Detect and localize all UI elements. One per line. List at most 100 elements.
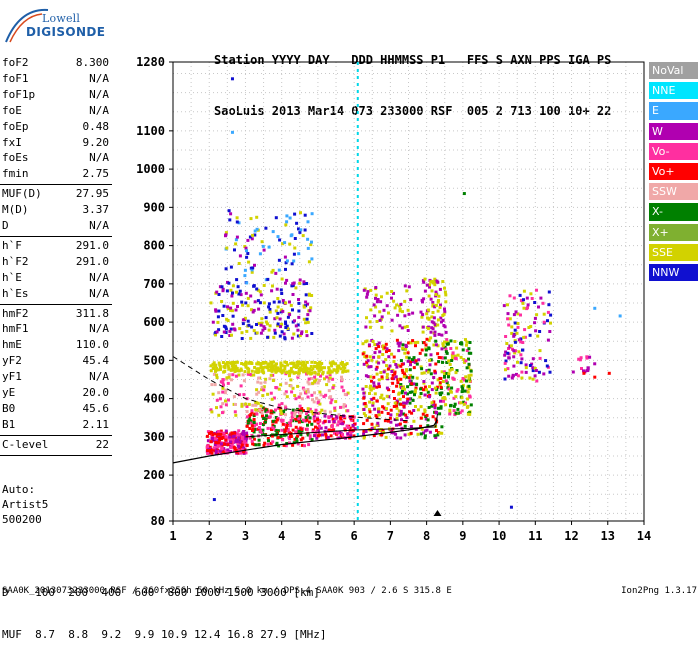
echo-point (264, 226, 268, 230)
echo-point (512, 355, 516, 359)
echo-point (337, 420, 341, 424)
echo-point (337, 413, 341, 417)
echo-point (240, 331, 244, 335)
echo-point (523, 335, 527, 339)
echo-point (254, 443, 258, 447)
echo-point (429, 336, 433, 340)
echo-point (377, 385, 381, 389)
echo-point (266, 277, 270, 281)
echo-point (318, 360, 322, 364)
echo-point (310, 240, 313, 244)
echo-point (440, 370, 444, 374)
echo-point (410, 382, 414, 386)
echo-point (219, 432, 223, 436)
echo-point (220, 300, 224, 303)
echo-point (215, 376, 219, 380)
echo-point (365, 354, 369, 358)
echo-point (512, 364, 516, 368)
echo-point (516, 374, 520, 378)
echo-point (303, 213, 307, 217)
echo-point (412, 382, 416, 386)
muf-row: MUF 8.7 8.8 9.2 9.9 10.9 12.4 16.8 27.9 … (2, 628, 327, 641)
echo-point (288, 300, 291, 304)
echo-point (231, 301, 235, 305)
echo-point (229, 368, 233, 372)
echo-point (234, 308, 238, 312)
echo-point (289, 303, 293, 307)
leading-edge-trace (245, 413, 438, 438)
echo-point (424, 353, 428, 357)
echo-point (237, 262, 241, 265)
echo-point (438, 412, 442, 416)
echo-point (247, 416, 251, 420)
echo-point (308, 434, 312, 438)
echo-point (235, 367, 239, 370)
echo-point (248, 373, 252, 376)
y-tick-label: 1280 (136, 55, 165, 69)
echo-point (429, 297, 433, 301)
echo-point (412, 366, 416, 370)
echo-point (246, 304, 250, 308)
param-row: yF1 N/A (0, 370, 112, 385)
echo-point (241, 303, 245, 307)
echo-point (284, 423, 287, 427)
echo-point (305, 317, 309, 321)
echo-point (285, 220, 289, 224)
echo-point (368, 375, 372, 379)
echo-point (533, 367, 537, 370)
echo-point (545, 364, 549, 368)
echo-point (268, 308, 272, 311)
header-values: SaoLuis 2013 Mar14 073 233000 RSF 005 2 … (214, 104, 612, 118)
echo-point (448, 412, 452, 416)
echo-point (368, 355, 372, 359)
echo-point (246, 296, 250, 300)
echo-point (434, 303, 438, 307)
echo-point (292, 332, 296, 336)
echo-point (375, 399, 379, 403)
echo-point (385, 407, 388, 411)
echo-point (214, 437, 218, 441)
echo-point (335, 415, 339, 419)
echo-point (250, 237, 254, 241)
echo-point (466, 412, 470, 416)
echo-point (252, 430, 256, 434)
echo-point (257, 376, 261, 380)
echo-point (230, 309, 234, 313)
echo-point (234, 290, 238, 294)
echo-point (291, 443, 295, 447)
echo-point (370, 379, 373, 383)
echo-point (378, 318, 382, 322)
echo-point (436, 352, 440, 356)
echo-point (308, 309, 312, 313)
echo-point (387, 395, 391, 399)
echo-point (365, 360, 369, 364)
echo-point (240, 443, 244, 447)
echo-point (235, 360, 239, 364)
echo-point (307, 382, 311, 386)
echo-point (380, 433, 384, 437)
echo-point (264, 316, 268, 320)
echo-point (261, 244, 265, 248)
echo-point (438, 383, 442, 387)
echo-point (375, 360, 379, 364)
echo-point (296, 328, 300, 332)
echo-point (440, 431, 444, 435)
echo-point (251, 233, 255, 237)
echo-point (398, 304, 401, 308)
echo-point (421, 325, 425, 329)
echo-point (222, 450, 226, 454)
echo-point (372, 396, 376, 400)
echo-point (211, 362, 215, 366)
echo-point (237, 449, 241, 453)
echo-point (377, 407, 381, 411)
echo-point (400, 326, 404, 330)
echo-point (451, 356, 454, 360)
echo-point (401, 343, 405, 347)
echo-point (261, 406, 265, 410)
echo-point (221, 390, 225, 394)
echo-point (233, 361, 237, 364)
echo-point (352, 434, 356, 438)
echo-point (427, 347, 431, 351)
echo-point (411, 311, 415, 315)
echo-point (374, 367, 378, 371)
